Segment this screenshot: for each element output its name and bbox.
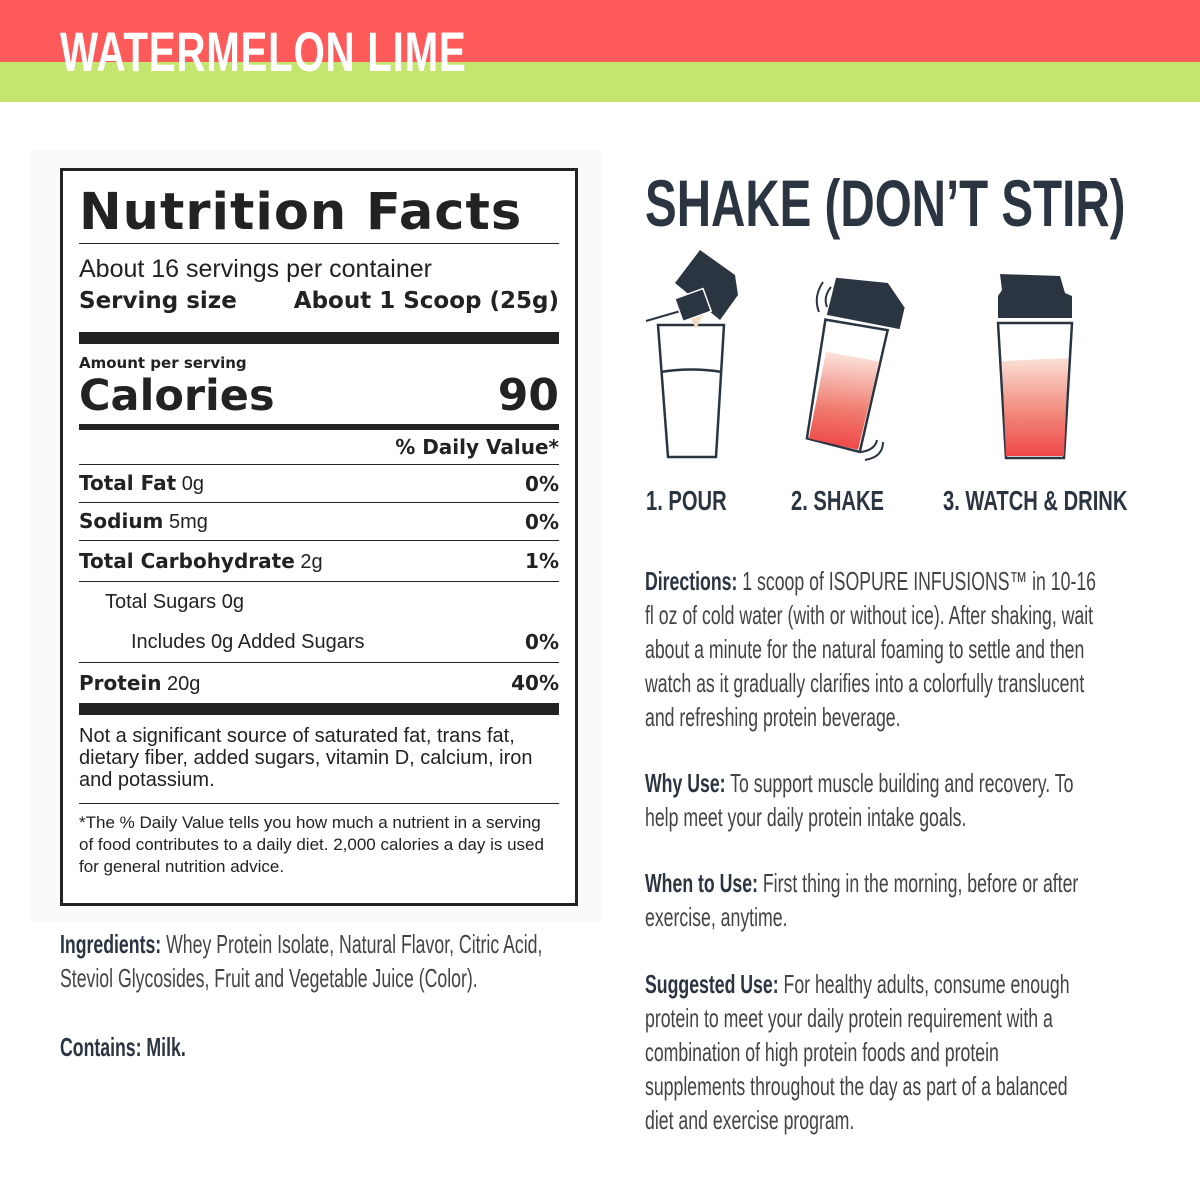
calories-label: Calories xyxy=(79,371,275,421)
serving-size-label: Serving size xyxy=(79,288,237,314)
nutrient-row: Sodium 5mg 0% xyxy=(79,502,559,540)
header-band-green xyxy=(0,62,1200,102)
header-band-red xyxy=(0,0,1200,62)
amount-per-serving: Amount per serving xyxy=(79,354,247,372)
why-use: Why Use: To support muscle building and … xyxy=(645,768,1074,832)
nutrition-note: Not a significant source of saturated fa… xyxy=(79,725,533,791)
calories-row: Calories 90 xyxy=(79,370,559,421)
nutrition-title: Nutrition Facts xyxy=(79,183,523,242)
step-watch-drink: 3. WATCH & DRINK xyxy=(943,485,1128,516)
nutrient-row: Includes 0g Added Sugars 0% xyxy=(131,630,559,654)
servings-per-container: About 16 servings per container xyxy=(79,255,432,283)
watch-drink-illustration xyxy=(996,274,1074,460)
contains: Contains: Milk. xyxy=(60,1032,186,1062)
nutrient-row: Total Fat 0g 0% xyxy=(79,464,559,502)
nutrient-row: Total Carbohydrate 2g 1% xyxy=(79,540,559,581)
suggested-use: Suggested Use: For healthy adults, consu… xyxy=(645,969,1070,1135)
step-shake: 2. SHAKE xyxy=(791,485,884,516)
nutrient-row: Protein 20g 40% xyxy=(79,662,559,703)
step-pour: 1. POUR xyxy=(646,485,727,516)
nutrition-facts-label: Nutrition Facts About 16 servings per co… xyxy=(60,168,578,906)
shake-title: SHAKE (DON’T STIR) xyxy=(645,166,1126,240)
daily-value-footnote: *The % Daily Value tells you how much a … xyxy=(79,813,544,876)
daily-value-header: % Daily Value* xyxy=(395,435,559,459)
serving-size-value: About 1 Scoop (25g) xyxy=(293,288,559,314)
shake-illustration xyxy=(805,277,905,461)
serving-size: Serving size About 1 Scoop (25g) xyxy=(79,284,559,318)
ingredients: Ingredients: Whey Protein Isolate, Natur… xyxy=(60,929,543,993)
flavor-title: WATERMELON LIME xyxy=(60,20,467,83)
directions: Directions: 1 scoop of ISOPURE INFUSIONS… xyxy=(645,566,1097,732)
calories-value: 90 xyxy=(497,370,559,421)
nutrient-row: Total Sugars 0g xyxy=(79,581,559,622)
pour-illustration xyxy=(645,250,738,459)
when-to-use: When to Use: First thing in the morning,… xyxy=(645,868,1079,932)
